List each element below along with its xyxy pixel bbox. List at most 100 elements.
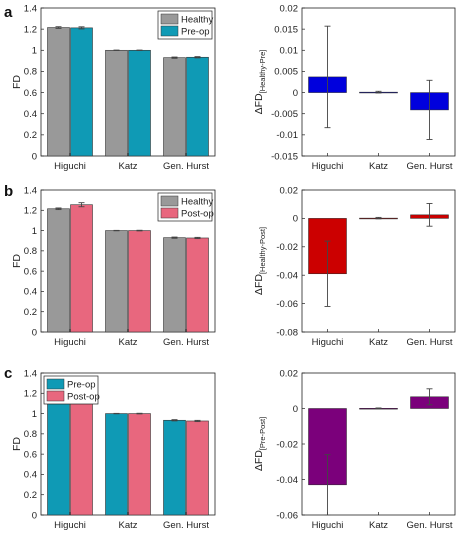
panel-1-left-y-label: FD	[11, 254, 23, 268]
panel-2-right-y-tick-label: -0.02	[276, 439, 298, 450]
panel-2-left-x-tick-label: Katz	[118, 520, 137, 531]
panel-0-left-legend-swatch	[160, 13, 179, 25]
panel-0-left-y-tick-label: 1.4	[24, 3, 37, 14]
panel-0-right-x-tick-label: Gen. Hurst	[407, 161, 453, 172]
panel-0-left-y-tick-label: 0	[32, 151, 37, 162]
panel-1-left-y-tick-label: 1	[32, 226, 37, 237]
panel-0-left-y-tick-label: 1	[32, 46, 37, 57]
panel-0-left-y-tick-label: 0.4	[24, 109, 37, 120]
panel-0-left-bar	[163, 57, 186, 157]
panel-1-left-y-tick-label: 1.4	[24, 185, 37, 196]
panel-1-left-bar	[128, 230, 151, 333]
panel-2-left-y-tick-label: 0	[32, 510, 37, 521]
panel-2-left-y-tick-label: 1.2	[24, 389, 37, 400]
panel-2-left-legend-label: Post-op	[67, 392, 100, 403]
panel-1-right-y-label-subscript: [Healthy-Post]	[258, 227, 267, 274]
panel-0-left-bar	[186, 56, 209, 157]
panel-0-right-y-tick-label: -0.01	[276, 130, 298, 141]
panel-1-left-bar	[70, 204, 93, 333]
panel-0-left-bar	[105, 49, 128, 157]
panel-2-left-legend-swatch	[46, 390, 65, 402]
panel-2-left-bar	[163, 419, 186, 516]
panel-2-left-x-tick-label: Higuchi	[54, 520, 86, 531]
panel-1-left-y-tick-label: 0.6	[24, 266, 37, 277]
panel-2-left-bar	[186, 420, 209, 516]
panel-0-left-y-tick-label: 0.6	[24, 88, 37, 99]
panel-2-left-legend-swatch	[46, 378, 65, 390]
panel-0-left-y-tick-label: 0.2	[24, 130, 37, 141]
panel-2-left-y-tick-label: 1.4	[24, 368, 37, 379]
panel-1-left-y-tick-label: 0.2	[24, 307, 37, 318]
panel-1-left-y-tick-label: 0.8	[24, 246, 37, 257]
panel-2-left-legend-label: Pre-op	[67, 380, 96, 391]
panel-0-right-y-tick-label: -0.015	[271, 151, 298, 162]
panel-1-left-bar	[105, 230, 128, 333]
panel-2-left-y-label: FD	[11, 437, 23, 451]
panel-2-left-x-tick-label: Gen. Hurst	[163, 520, 209, 531]
panel-2-left-bar	[105, 413, 128, 516]
panel-0-left-x-tick-label: Higuchi	[54, 161, 86, 172]
panel-1-left-y-tick-label: 0.4	[24, 287, 37, 298]
panel-2-left-y-tick-label: 0.6	[24, 449, 37, 460]
panel-2-right-y-label: ΔFD[Pre-Post]	[253, 417, 267, 471]
panel-1-letter: b	[4, 183, 13, 200]
panel-2-right-x-tick-label: Gen. Hurst	[407, 520, 453, 531]
panel-1-left-y-tick-label: 0	[32, 327, 37, 338]
panel-0-left-legend-swatch	[160, 25, 179, 37]
panel-1-right-x-tick-label: Higuchi	[312, 337, 344, 348]
panel-0-right-y-tick-label: 0.005	[274, 67, 298, 78]
panel-1-left-bar	[47, 208, 70, 333]
panel-2-left-y-tick-label: 0.2	[24, 490, 37, 501]
panel-0-right-y-tick-label: 0	[293, 88, 298, 99]
panel-2-left-y-tick-label: 0.4	[24, 470, 37, 481]
panel-0-right-x-tick-label: Higuchi	[312, 161, 344, 172]
panel-0-left-bar	[47, 27, 70, 157]
panel-0-left-y-tick-label: 1.2	[24, 24, 37, 35]
panel-1-right-x-tick-label: Gen. Hurst	[407, 337, 453, 348]
panel-1-right-y-label: ΔFD[Healthy-Post]	[253, 227, 267, 295]
panel-1-right-y-tick-label: -0.04	[276, 271, 298, 282]
panel-0-right-y-label-main: ΔFD	[253, 93, 265, 114]
panel-0-left-y-tick-label: 0.8	[24, 67, 37, 78]
panel-0-right-y-tick-label: 0.02	[280, 3, 299, 14]
panel-0-left-legend-label: Pre-op	[181, 27, 210, 38]
panel-2-left-bar	[70, 387, 93, 516]
panel-1-left-legend-label: Healthy	[181, 197, 213, 208]
panel-1-left-legend-label: Post-op	[181, 209, 214, 220]
panel-0-left-x-tick-label: Gen. Hurst	[163, 161, 209, 172]
panel-2-right-y-label-subscript: [Pre-Post]	[258, 417, 267, 450]
panel-1-right-y-tick-label: -0.02	[276, 242, 298, 253]
panel-1-left-y-tick-label: 1.2	[24, 206, 37, 217]
panel-1-left-legend-swatch	[160, 195, 179, 207]
panel-0-right-y-label: ΔFD[Healthy-Pre]	[253, 50, 267, 115]
panel-1-right-y-tick-label: 0.02	[280, 185, 299, 196]
panel-1-left-x-tick-label: Katz	[118, 337, 137, 348]
panel-0-left-legend-label: Healthy	[181, 15, 213, 26]
panel-1-left-legend-swatch	[160, 207, 179, 219]
panel-2-letter: c	[4, 365, 12, 382]
panel-2-left-bar	[47, 391, 70, 516]
panel-0-left-bar	[70, 27, 93, 157]
panel-0-right-y-tick-label: -0.005	[271, 109, 298, 120]
panel-2-left-bar	[128, 413, 151, 516]
panel-1-right-y-tick-label: -0.08	[276, 327, 298, 338]
panel-2-left-y-tick-label: 0.8	[24, 429, 37, 440]
panel-2-right-y-tick-label: -0.06	[276, 510, 298, 521]
panel-2-left-y-tick-label: 1	[32, 409, 37, 420]
panel-2-right-y-tick-label: 0.02	[280, 368, 299, 379]
panel-0-right-y-tick-label: 0.015	[274, 24, 298, 35]
panel-1-left-bar	[186, 237, 209, 333]
panel-1-left-x-tick-label: Higuchi	[54, 337, 86, 348]
panel-2-right-x-tick-label: Katz	[369, 520, 388, 531]
panel-2-right-y-tick-label: 0	[293, 404, 298, 415]
panel-1-right-x-tick-label: Katz	[369, 337, 388, 348]
panel-0-left-y-label: FD	[11, 75, 23, 89]
panel-0-letter: a	[4, 4, 13, 21]
panel-0-left-bar	[128, 49, 151, 157]
panel-0-left-x-tick-label: Katz	[118, 161, 137, 172]
panel-1-right-y-label-main: ΔFD	[253, 274, 265, 295]
panel-1-left-bar	[163, 237, 186, 333]
panel-0-right-x-tick-label: Katz	[369, 161, 388, 172]
panel-2-right-y-label-main: ΔFD	[253, 450, 265, 471]
